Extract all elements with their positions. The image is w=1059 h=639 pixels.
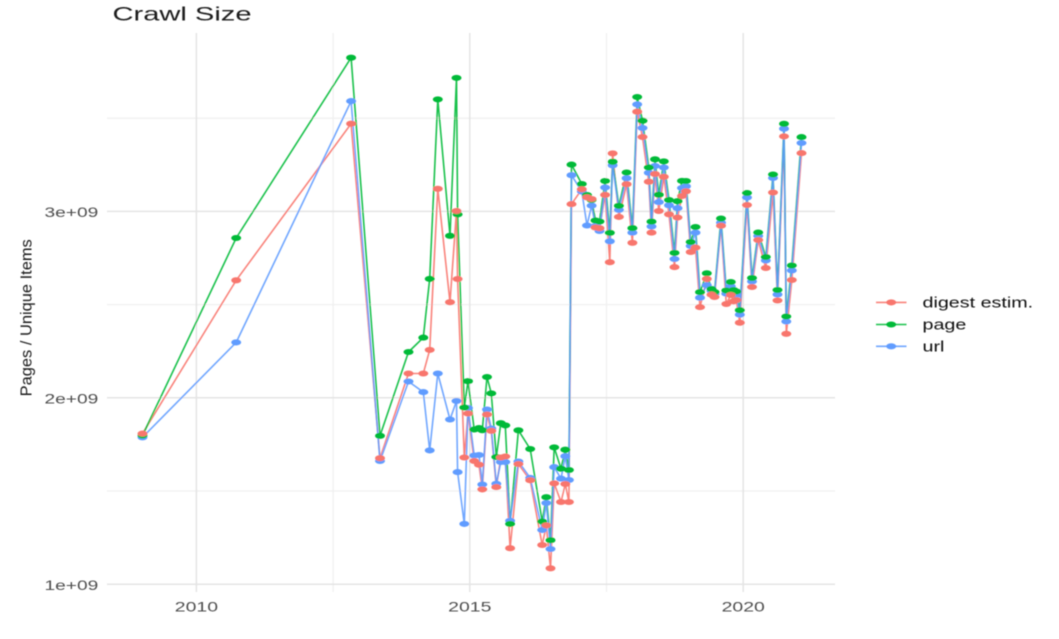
svg-text:Crawl Size: Crawl Size — [113, 4, 252, 25]
svg-text:1e+09: 1e+09 — [44, 578, 98, 594]
svg-text:2020: 2020 — [722, 599, 765, 615]
svg-text:page: page — [923, 316, 967, 333]
svg-text:Pages / Unique Items: Pages / Unique Items — [19, 239, 35, 396]
svg-text:url: url — [923, 338, 945, 355]
svg-text:2010: 2010 — [175, 599, 218, 615]
svg-text:2015: 2015 — [448, 599, 491, 615]
svg-text:digest estim.: digest estim. — [923, 294, 1034, 311]
svg-text:3e+09: 3e+09 — [44, 205, 98, 221]
svg-text:2e+09: 2e+09 — [44, 391, 98, 407]
